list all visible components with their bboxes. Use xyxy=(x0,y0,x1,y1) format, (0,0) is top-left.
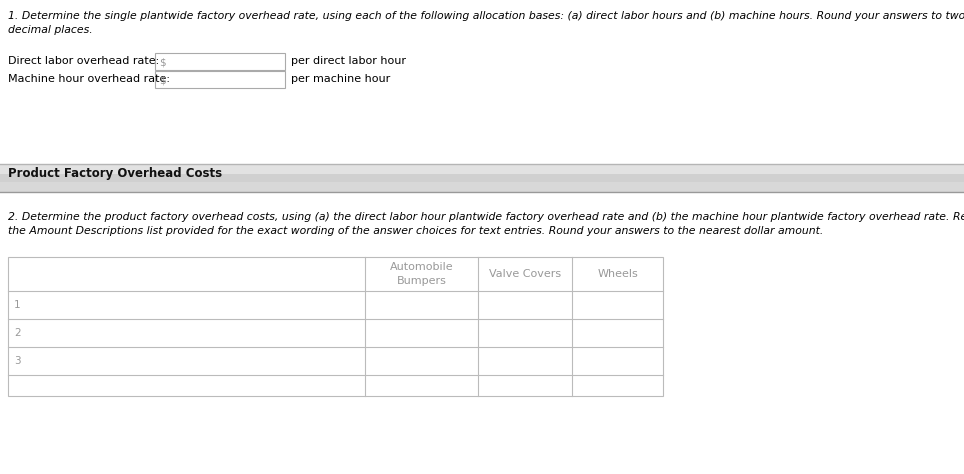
Text: per direct labor hour: per direct labor hour xyxy=(291,56,406,66)
Text: 2. Determine the product factory overhead costs, using (a) the direct labor hour: 2. Determine the product factory overhea… xyxy=(8,212,964,222)
Text: the Amount Descriptions list provided for the exact wording of the answer choice: the Amount Descriptions list provided fo… xyxy=(8,226,823,236)
Bar xyxy=(0,174,964,183)
Text: decimal places.: decimal places. xyxy=(8,25,93,35)
Text: Machine hour overhead rate:: Machine hour overhead rate: xyxy=(8,74,170,84)
Text: Automobile
Bumpers: Automobile Bumpers xyxy=(389,262,453,286)
Text: Wheels: Wheels xyxy=(597,269,638,279)
Text: Direct labor overhead rate:: Direct labor overhead rate: xyxy=(8,56,159,66)
Bar xyxy=(155,71,285,88)
Text: 2: 2 xyxy=(14,328,20,338)
Bar xyxy=(0,182,964,192)
Text: Valve Covers: Valve Covers xyxy=(489,269,561,279)
Bar xyxy=(8,257,663,396)
Text: 1. Determine the single plantwide factory overhead rate, using each of the follo: 1. Determine the single plantwide factor… xyxy=(8,11,964,21)
Text: $: $ xyxy=(159,75,166,85)
Text: 1: 1 xyxy=(14,300,20,310)
Bar xyxy=(0,164,964,174)
Text: $: $ xyxy=(159,57,166,67)
Bar xyxy=(155,53,285,70)
Text: per machine hour: per machine hour xyxy=(291,74,390,84)
Text: 3: 3 xyxy=(14,356,20,366)
Text: Product Factory Overhead Costs: Product Factory Overhead Costs xyxy=(8,167,222,180)
